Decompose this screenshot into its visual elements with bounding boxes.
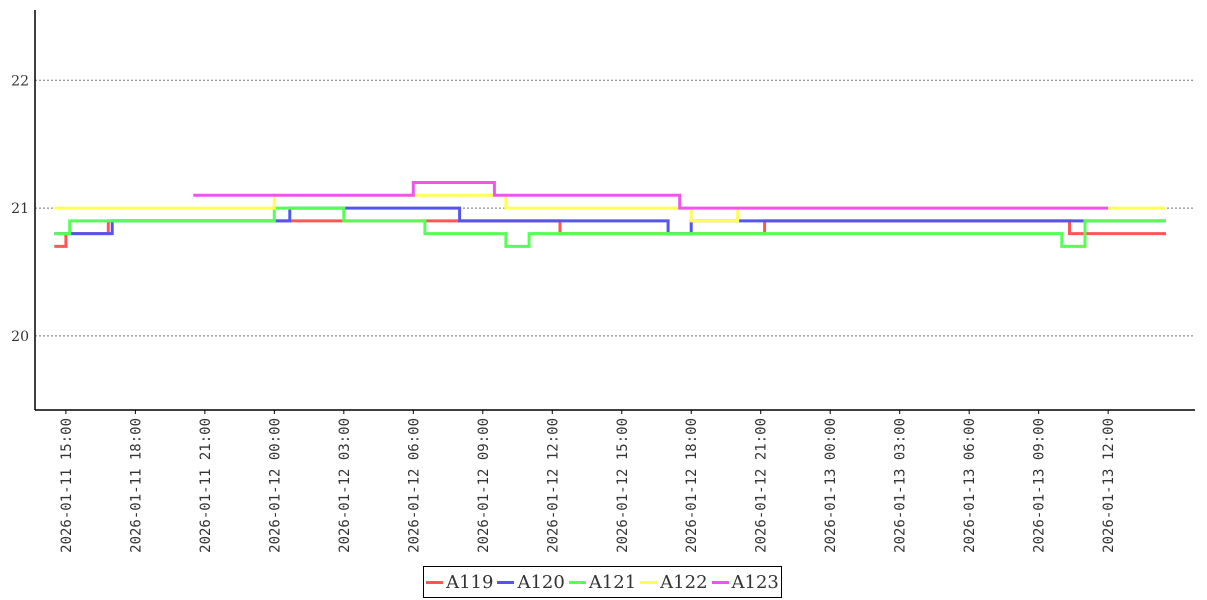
legend-item-a119[interactable]: A119 xyxy=(426,572,493,593)
legend-swatch xyxy=(711,580,729,584)
y-tick-label: 22 xyxy=(11,73,29,89)
x-tick-label: 2026-01-11 18:00 xyxy=(128,418,144,553)
legend-swatch xyxy=(640,580,658,584)
series-line-a121 xyxy=(54,206,1166,248)
y-tick-label: 20 xyxy=(11,329,29,345)
x-tick-label: 2026-01-12 21:00 xyxy=(754,418,770,553)
x-tick-label: 2026-01-13 03:00 xyxy=(893,418,909,553)
series-lines xyxy=(54,181,1166,248)
x-tick-label: 2026-01-13 09:00 xyxy=(1032,418,1048,553)
legend-item-a123[interactable]: A123 xyxy=(711,571,779,593)
x-tick-label: 2026-01-12 18:00 xyxy=(684,418,700,553)
y-tick-label: 21 xyxy=(11,201,29,217)
legend-label: A121 xyxy=(588,571,637,593)
legend-item-a122[interactable]: A122 xyxy=(640,571,708,593)
x-tick-labels: 2026-01-11 15:00 2026-01-11 18:00 2026-01-… xyxy=(59,410,1117,553)
y-tick-labels: 20 21 22 xyxy=(11,73,29,345)
x-tick-label: 2026-01-13 06:00 xyxy=(962,418,978,553)
legend: A119 A120 A121 A122 A123 xyxy=(423,566,782,598)
series-line-a120 xyxy=(54,206,1166,236)
legend-label: A120 xyxy=(517,571,565,593)
x-tick-label: 2026-01-12 00:00 xyxy=(267,418,283,553)
x-tick-label: 2026-01-11 15:00 xyxy=(59,418,75,553)
x-tick-label: 2026-01-13 12:00 xyxy=(1101,418,1117,553)
x-tick-label: 2026-01-12 15:00 xyxy=(615,418,631,553)
legend-label: A122 xyxy=(660,571,708,593)
legend-label: A119 xyxy=(446,571,494,593)
x-tick-label: 2026-01-11 21:00 xyxy=(198,418,214,553)
x-tick-label: 2026-01-13 00:00 xyxy=(823,418,839,553)
legend-swatch xyxy=(497,580,515,584)
legend-item-a121[interactable]: A121 xyxy=(568,571,637,593)
series-line-a122 xyxy=(54,193,1166,223)
legend-item-a120[interactable]: A120 xyxy=(497,571,565,593)
legend-swatch xyxy=(426,580,444,584)
series-line-a123 xyxy=(193,181,1109,210)
x-tick-label: 2026-01-12 06:00 xyxy=(406,418,422,553)
legend-label: A123 xyxy=(731,571,779,593)
x-tick-label: 2026-01-12 03:00 xyxy=(337,418,353,553)
x-tick-label: 2026-01-12 09:00 xyxy=(476,418,492,553)
legend-swatch xyxy=(568,580,586,584)
x-tick-label: 2026-01-12 12:00 xyxy=(545,418,561,553)
